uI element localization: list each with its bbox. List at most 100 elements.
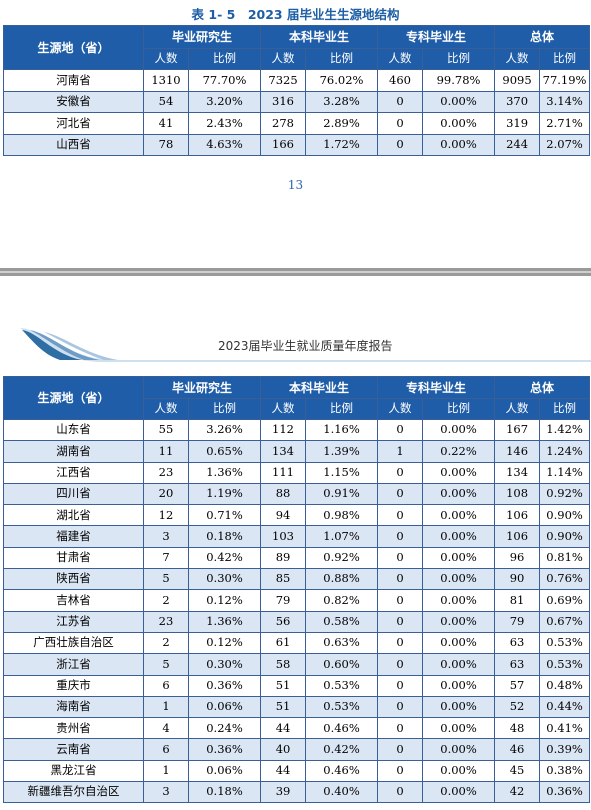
ratio-cell: 0.44% — [539, 695, 591, 719]
ratio-cell: 77.70% — [187, 69, 262, 92]
count-cell: 55 — [143, 418, 189, 442]
origin-cell: 云南省 — [3, 738, 144, 761]
table-row: 黑龙江省 1 0.06% 44 0.46% 0 0.00% 45 0.38% — [3, 759, 591, 783]
ratio-cell: 0.91% — [305, 482, 379, 506]
count-cell: 40 — [260, 738, 307, 761]
table-row: 贵州省 4 0.24% 44 0.46% 0 0.00% 48 0.41% — [3, 717, 591, 740]
origin-cell: 江苏省 — [3, 610, 144, 633]
count-cell: 0 — [377, 738, 424, 761]
ratio-cell: 0.98% — [305, 504, 379, 527]
count-cell: 460 — [377, 69, 424, 92]
count-cell: 134 — [494, 461, 541, 484]
count-cell: 111 — [260, 461, 307, 484]
origin-cell: 河北省 — [3, 112, 144, 135]
ratio-cell: 0.53% — [305, 674, 379, 697]
count-cell: 44 — [260, 717, 307, 740]
ratio-cell: 0.42% — [305, 738, 379, 761]
count-cell: 79 — [494, 610, 541, 633]
ratio-cell: 1.72% — [305, 133, 379, 156]
count-cell: 90 — [494, 568, 541, 591]
count-cell: 0 — [377, 653, 424, 676]
count-cell: 6 — [143, 738, 189, 761]
ratio-cell: 3.26% — [187, 418, 262, 442]
count-cell: 0 — [377, 589, 424, 612]
sub-header-ratio: 比例 — [187, 48, 262, 70]
ratio-cell: 0.53% — [539, 653, 591, 676]
sub-header-ratio: 比例 — [422, 48, 496, 70]
origin-cell: 湖南省 — [3, 440, 144, 463]
sub-header-count: 人数 — [494, 398, 541, 420]
origin-cell: 海南省 — [3, 695, 144, 719]
sub-header-ratio: 比例 — [187, 398, 262, 420]
count-cell: 6 — [143, 674, 189, 697]
ratio-cell: 0.00% — [422, 653, 496, 676]
sub-header-count: 人数 — [260, 48, 307, 70]
ratio-cell: 77.19% — [539, 69, 591, 92]
ratio-cell: 0.00% — [422, 525, 496, 548]
ratio-cell: 0.36% — [187, 738, 262, 761]
count-cell: 78 — [143, 133, 189, 156]
count-cell: 0 — [377, 461, 424, 484]
ratio-cell: 1.36% — [187, 461, 262, 484]
ratio-cell: 3.14% — [539, 90, 591, 113]
sub-header-count: 人数 — [143, 48, 189, 70]
page-separator — [0, 268, 591, 276]
count-cell: 58 — [260, 653, 307, 676]
origin-structure-table-part2: 生源地（省） 毕业研究生 本科毕业生 专科毕业生 总体 人数 比例 人数 比例 … — [3, 376, 591, 804]
ratio-cell: 0.00% — [422, 418, 496, 442]
ratio-cell: 1.16% — [305, 418, 379, 442]
ratio-cell: 1.42% — [539, 418, 591, 442]
ratio-cell: 0.00% — [422, 781, 496, 804]
ratio-cell: 0.41% — [539, 717, 591, 740]
count-cell: 106 — [494, 504, 541, 527]
count-cell: 42 — [494, 781, 541, 804]
ratio-cell: 2.43% — [187, 112, 262, 135]
ratio-cell: 0.00% — [422, 674, 496, 697]
origin-cell: 重庆市 — [3, 674, 144, 697]
ratio-cell: 1.36% — [187, 610, 262, 633]
ratio-cell: 0.92% — [539, 482, 591, 506]
count-cell: 166 — [260, 133, 307, 156]
count-cell: 0 — [377, 568, 424, 591]
origin-header: 生源地（省） — [3, 25, 144, 70]
origin-cell: 广西壮族自治区 — [3, 631, 144, 655]
group-header-vocational: 专科毕业生 — [377, 25, 496, 49]
count-cell: 57 — [494, 674, 541, 697]
count-cell: 0 — [377, 717, 424, 740]
count-cell: 48 — [494, 717, 541, 740]
origin-cell: 湖北省 — [3, 504, 144, 527]
count-cell: 96 — [494, 546, 541, 570]
origin-cell: 安徽省 — [3, 90, 144, 113]
table-row: 江西省 23 1.36% 111 1.15% 0 0.00% 134 1.14% — [3, 461, 591, 484]
ratio-cell: 0.58% — [305, 610, 379, 633]
table-row: 山西省 78 4.63% 166 1.72% 0 0.00% 244 2.07% — [3, 133, 591, 156]
origin-cell: 山西省 — [3, 133, 144, 156]
group-header-undergraduate: 本科毕业生 — [260, 376, 379, 399]
ratio-cell: 2.07% — [539, 133, 591, 156]
count-cell: 106 — [494, 525, 541, 548]
ratio-cell: 3.20% — [187, 90, 262, 113]
ratio-cell: 0.00% — [422, 133, 496, 156]
ratio-cell: 0.40% — [305, 781, 379, 804]
table-row: 吉林省 2 0.12% 79 0.82% 0 0.00% 81 0.69% — [3, 589, 591, 612]
header-wave-decoration — [20, 328, 591, 362]
ratio-cell: 1.24% — [539, 440, 591, 463]
table-row: 新疆维吾尔自治区 3 0.18% 39 0.40% 0 0.00% 42 0.36% — [3, 781, 591, 804]
count-cell: 0 — [377, 674, 424, 697]
count-cell: 20 — [143, 482, 189, 506]
ratio-cell: 0.82% — [305, 589, 379, 612]
count-cell: 41 — [143, 112, 189, 135]
count-cell: 61 — [260, 631, 307, 655]
sub-header-ratio: 比例 — [422, 398, 496, 420]
count-cell: 244 — [494, 133, 541, 156]
ratio-cell: 0.39% — [539, 738, 591, 761]
ratio-cell: 0.18% — [187, 525, 262, 548]
ratio-cell: 0.69% — [539, 589, 591, 612]
count-cell: 4 — [143, 717, 189, 740]
ratio-cell: 1.39% — [305, 440, 379, 463]
ratio-cell: 0.00% — [422, 738, 496, 761]
table-row: 浙江省 5 0.30% 58 0.60% 0 0.00% 63 0.53% — [3, 653, 591, 676]
ratio-cell: 1.14% — [539, 461, 591, 484]
ratio-cell: 0.00% — [422, 631, 496, 655]
ratio-cell: 0.36% — [187, 674, 262, 697]
